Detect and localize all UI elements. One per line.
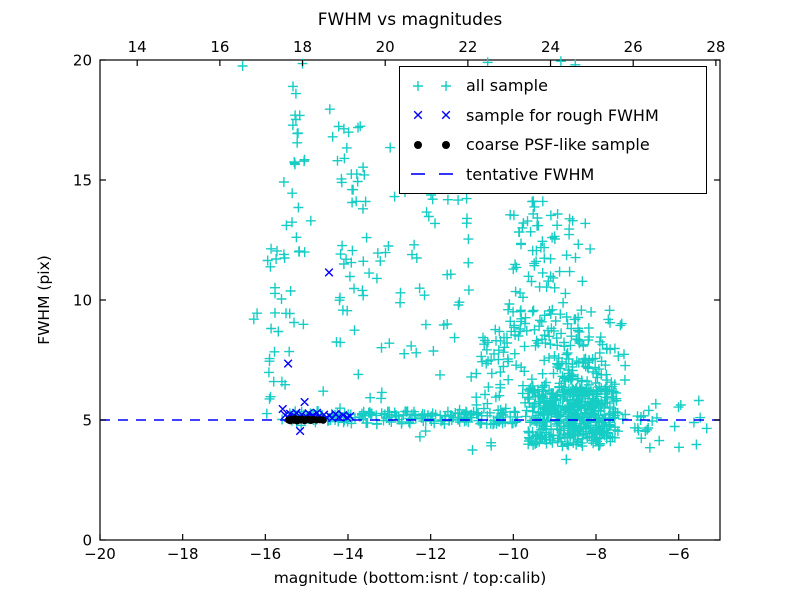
x-bottom-tick-label: −6 (668, 545, 690, 563)
x-bottom-tick-label: −20 (84, 545, 116, 563)
x-top-tick-label: 20 (376, 38, 395, 56)
dot-legend-marker (414, 140, 450, 149)
x-top-tick-label: 28 (706, 38, 725, 56)
x-bottom-tick-label: −10 (498, 545, 530, 563)
legend-label: coarse PSF-like sample (466, 135, 650, 155)
x-top-tick-label: 14 (128, 38, 147, 56)
x-bottom-tick-label: −8 (585, 545, 607, 563)
x-bottom-tick-label: −18 (167, 545, 199, 563)
coarse-psf-points (284, 415, 327, 425)
legend: all sample sample for rough FWHM coarse PS… (399, 66, 707, 194)
x-top-tick-label: 26 (624, 38, 643, 56)
legend-label: sample for rough FWHM (466, 105, 659, 125)
x-bottom-tick-label: −12 (415, 545, 447, 563)
legend-item-0: all sample (408, 72, 706, 100)
x-bottom-tick-label: −14 (332, 545, 364, 563)
legend-item-1: sample for rough FWHM (408, 101, 706, 129)
y-tick-label: 0 (82, 532, 92, 550)
y-tick-label: 15 (73, 172, 92, 190)
x-top-tick-label: 22 (458, 38, 477, 56)
chart-title: FWHM vs magnitudes (317, 10, 503, 30)
all-sample-points (237, 56, 712, 465)
legend-item-3: tentative FWHM (408, 160, 706, 188)
y-axis-label-text: FWHM (pix) (35, 255, 53, 345)
x-bottom-tick-label: −16 (250, 545, 282, 563)
x-top-tick-label: 16 (210, 38, 229, 56)
y-tick-label: 5 (82, 412, 92, 430)
x-top-tick-label: 24 (541, 38, 560, 56)
legend-item-2: coarse PSF-like sample (408, 131, 706, 159)
legend-label: tentative FWHM (466, 164, 595, 184)
legend-label: all sample (466, 76, 548, 96)
x-legend-marker (413, 110, 451, 120)
x-axis-label: magnitude (bottom:isnt / top:calib) (273, 569, 547, 587)
y-tick-label: 20 (73, 52, 92, 70)
x-top-tick-label: 18 (293, 38, 312, 56)
axis-ticks: −20 −18 −16 −14 −12 −10 −8 −6 14 16 18 20 22 24 26 28 0 5… (73, 38, 726, 563)
dashed-line-legend-marker (411, 173, 453, 176)
plus-legend-marker (413, 80, 451, 91)
y-tick-label: 10 (73, 292, 92, 310)
